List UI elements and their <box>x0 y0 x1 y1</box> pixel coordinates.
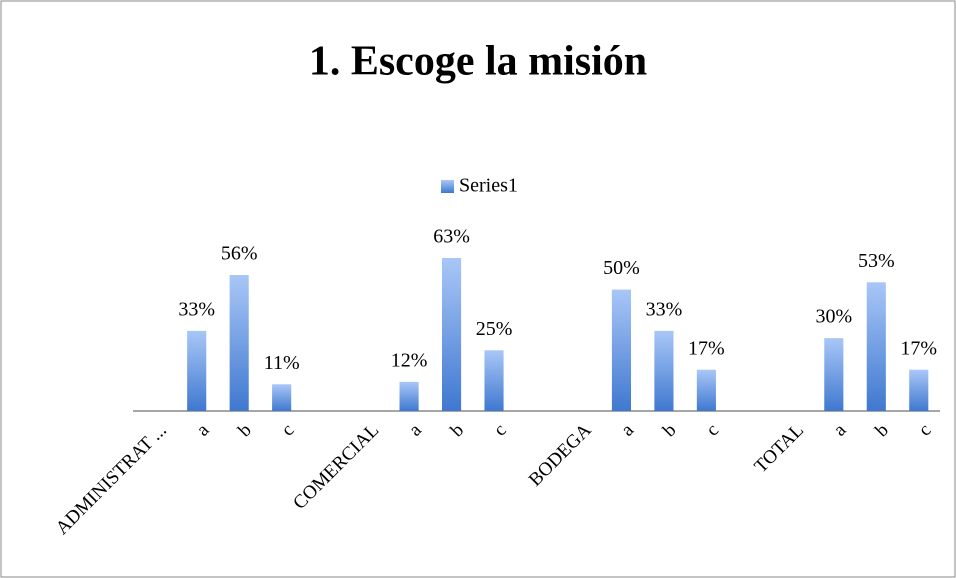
data-label: 17% <box>688 337 725 359</box>
data-label: 25% <box>476 318 513 340</box>
bar <box>654 330 674 411</box>
data-label: 17% <box>900 337 937 359</box>
bar <box>187 330 207 411</box>
data-label: 56% <box>221 243 258 265</box>
data-label: 63% <box>433 226 470 248</box>
data-label: 33% <box>178 298 215 320</box>
chart-title: 1. Escoge la misión <box>309 39 647 85</box>
legend-swatch <box>441 180 454 193</box>
data-label: 11% <box>264 352 300 374</box>
bar <box>399 381 419 411</box>
data-label: 50% <box>603 257 640 279</box>
bar <box>229 275 249 411</box>
bar <box>441 258 462 411</box>
bar <box>696 369 716 411</box>
bar <box>611 289 632 411</box>
bar <box>484 350 504 411</box>
data-label: 30% <box>815 306 852 328</box>
legend-label: Series1 <box>459 175 518 197</box>
data-label: 12% <box>391 349 428 371</box>
bar <box>272 384 292 411</box>
data-label: 53% <box>858 250 895 272</box>
bar <box>866 282 886 411</box>
bar <box>824 338 844 411</box>
bar <box>909 369 929 411</box>
data-label: 33% <box>646 298 683 320</box>
